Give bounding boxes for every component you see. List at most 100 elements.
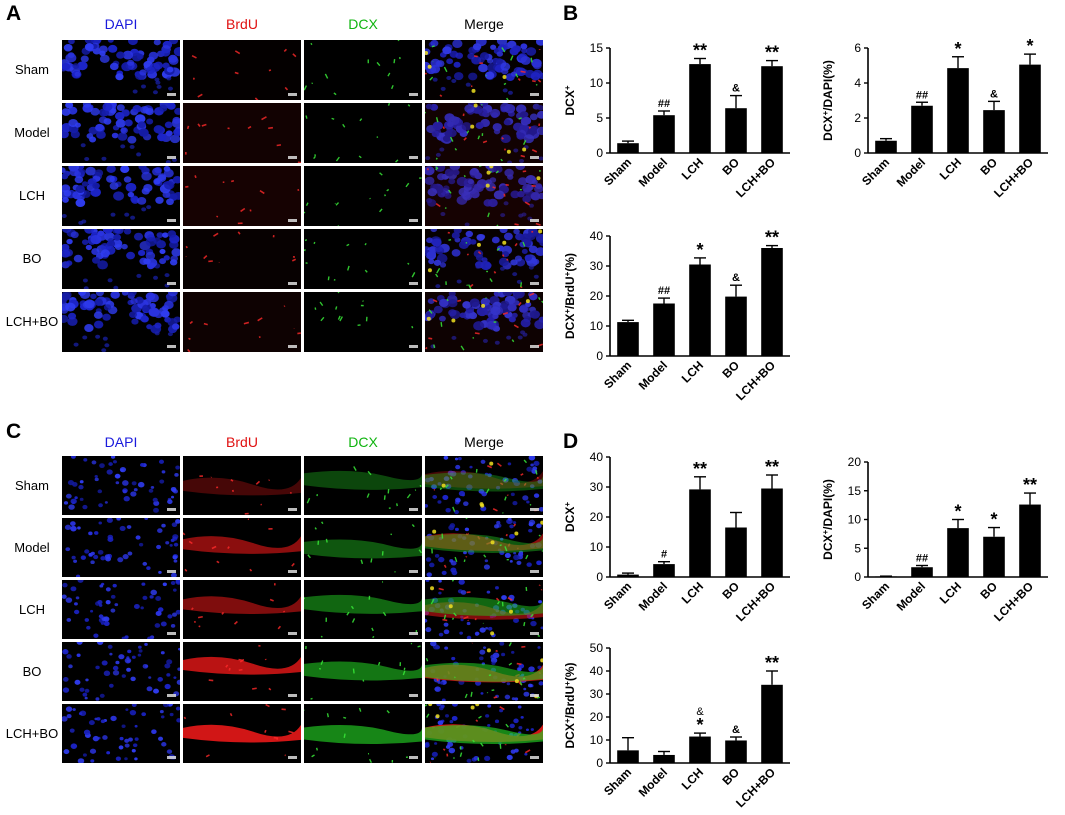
bar: [725, 740, 747, 763]
micrograph-cell: [62, 103, 180, 163]
x-tick-label: LCH: [937, 155, 964, 182]
micrograph-image: [62, 642, 180, 701]
y-axis-label: DCX+/BrdU+(%): [563, 253, 578, 339]
micrograph-image: [62, 166, 180, 226]
micrograph-cell: [425, 456, 543, 515]
micrograph-image: [183, 704, 301, 763]
micrograph-cell: [62, 166, 180, 226]
bar: [983, 110, 1005, 153]
micrograph-image: [425, 166, 543, 226]
y-tick-label: 4: [854, 76, 861, 90]
y-tick-label: 20: [590, 510, 604, 524]
row-label-sham: Sham: [15, 62, 49, 77]
micrograph-image: [62, 40, 180, 100]
y-tick-label: 30: [590, 687, 604, 701]
micrograph-image: [62, 292, 180, 352]
y-axis-label: DCX+/DAPI(%): [821, 479, 836, 560]
y-tick-label: 5: [854, 541, 861, 555]
y-tick-label: 20: [848, 455, 862, 469]
micrograph-image: [183, 292, 301, 352]
micrograph-image: [62, 456, 180, 515]
scale-bar: [409, 756, 418, 759]
micrograph-image: [304, 166, 422, 226]
scale-bar: [409, 282, 418, 285]
micrograph-image: [425, 456, 543, 515]
bar: [947, 528, 969, 577]
micrograph-image: [304, 229, 422, 289]
column-header-brdu: BrdU: [226, 16, 258, 32]
column-header-dcx: DCX: [348, 16, 378, 32]
row-label-lch: LCH: [18, 188, 45, 203]
bar: [653, 564, 675, 577]
bar: [911, 105, 933, 153]
scale-bar: [409, 694, 418, 697]
x-tick-label: BO: [719, 155, 742, 178]
micrograph-image: [425, 229, 543, 289]
x-tick-label: Model: [894, 155, 928, 189]
bar: [617, 574, 639, 577]
micrograph-cell: [62, 40, 180, 100]
significance-marker: **: [1023, 475, 1037, 495]
x-tick-label: Model: [636, 155, 670, 189]
scale-bar: [288, 282, 297, 285]
x-tick-label: Sham: [601, 765, 634, 798]
micrograph-cell: [62, 580, 180, 639]
significance-marker: &: [990, 88, 998, 100]
micrograph-cell: [304, 518, 422, 577]
x-tick-label: LCH+BO: [733, 155, 778, 200]
y-tick-label: 40: [590, 664, 604, 678]
y-tick-label: 40: [590, 229, 604, 243]
scale-bar: [409, 93, 418, 96]
row-label-lch-plus-bo: LCH+BO: [5, 314, 59, 329]
x-tick-label: LCH: [679, 579, 706, 606]
scale-bar: [530, 570, 539, 573]
bar: [617, 750, 639, 763]
x-tick-label: LCH+BO: [733, 358, 778, 403]
x-tick-label: LCH+BO: [991, 579, 1036, 624]
micrograph-cell: [62, 229, 180, 289]
scale-bar: [288, 508, 297, 511]
micrograph-image: [183, 103, 301, 163]
y-tick-label: 6: [854, 41, 861, 55]
significance-marker: &: [732, 724, 740, 736]
scale-bar: [167, 570, 176, 573]
scale-bar: [288, 156, 297, 159]
significance-marker: ##: [916, 553, 928, 565]
significance-marker: ##: [658, 98, 670, 110]
scale-bar: [530, 756, 539, 759]
significance-marker: *: [696, 715, 703, 735]
y-tick-label: 10: [590, 540, 604, 554]
x-tick-label: BO: [977, 579, 1000, 602]
bar-chart-b1: 0 5 10 15 DCX+ Sham ## Model ** LCH & BO ** LCH+BO: [563, 41, 790, 200]
micrograph-image: [304, 580, 422, 639]
micrograph-cell: [183, 518, 301, 577]
micrograph-image: [183, 456, 301, 515]
significance-marker: #: [661, 549, 667, 561]
scale-bar: [530, 219, 539, 222]
micrograph-cell: [183, 40, 301, 100]
panel-letter-a: A: [6, 2, 22, 25]
y-tick-label: 0: [854, 570, 861, 584]
bar: [653, 303, 675, 356]
bar: [725, 108, 747, 153]
significance-marker: ##: [916, 89, 928, 101]
y-tick-label: 0: [596, 349, 603, 363]
y-tick-label: 0: [596, 570, 603, 584]
x-tick-label: Sham: [601, 358, 634, 391]
bar-chart-b2: 0 2 4 6 DCX+/DAPI(%) Sham ## Model * LCH & BO * LCH+B…: [821, 36, 1048, 200]
micrograph-image: [183, 580, 301, 639]
micrograph-image: [304, 642, 422, 701]
panel-letter-d: D: [563, 430, 579, 453]
micrograph-cell: [304, 456, 422, 515]
y-tick-label: 20: [590, 289, 604, 303]
column-header-dapi: DAPI: [104, 434, 138, 450]
significance-marker: **: [765, 653, 779, 673]
y-tick-label: 0: [854, 146, 861, 160]
row-label-bo: BO: [22, 251, 42, 266]
significance-marker: *: [1026, 36, 1033, 56]
scale-bar: [409, 156, 418, 159]
micrograph-cell: [183, 166, 301, 226]
micrograph-image: [62, 704, 180, 763]
x-tick-label: LCH: [937, 579, 964, 606]
